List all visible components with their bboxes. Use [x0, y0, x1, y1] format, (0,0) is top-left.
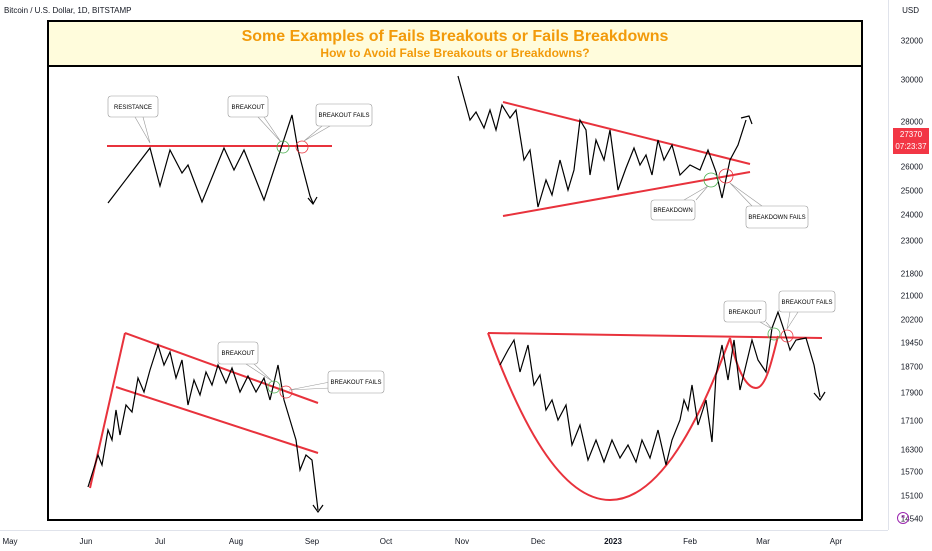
price-tick: 15100 [900, 491, 923, 501]
price-path-1 [107, 114, 314, 204]
price-tick: 21800 [900, 269, 923, 279]
callout-label: BREAKOUT FAILS [782, 300, 833, 306]
arrow-head-1 [307, 196, 318, 206]
breakdown-circle [703, 172, 719, 188]
current-price: 27370 [899, 130, 923, 139]
panel-cup [487, 310, 826, 502]
callout-breakout-4[interactable]: BREAKOUT [723, 300, 773, 330]
callout-label: BREAKOUT [221, 351, 254, 357]
callout-breakdown[interactable]: BREAKDOWN [650, 185, 709, 221]
time-tick: Mar [756, 537, 770, 546]
price-tick: 17900 [900, 388, 923, 398]
callout-label: BREAKOUT FAILS [319, 113, 370, 119]
title-banner[interactable]: Some Examples of Fails Breakouts or Fail… [47, 20, 863, 67]
time-tick: 2023 [604, 537, 622, 546]
cup-curve[interactable] [487, 332, 731, 502]
callout-label: RESISTANCE [114, 105, 152, 111]
price-tick: 20200 [900, 315, 923, 325]
callout-breakout-fails-1[interactable]: BREAKOUT FAILS [303, 103, 373, 142]
price-tick: 28000 [900, 117, 923, 127]
price-tick: 19450 [900, 338, 923, 348]
callout-breakout-fails-3[interactable]: BREAKOUT FAILS [288, 370, 385, 394]
callout-label: BREAKDOWN FAILS [748, 215, 805, 221]
callout-breakout-1[interactable]: BREAKOUT [227, 95, 282, 143]
price-tick: 15700 [900, 467, 923, 477]
callout-label: BREAKDOWN [653, 208, 692, 214]
time-tick: Aug [228, 537, 244, 546]
panel-triangle [457, 75, 753, 217]
price-tick: 18700 [900, 362, 923, 372]
time-tick: Apr [829, 537, 843, 546]
symbol-title: Bitcoin / U.S. Dollar, 1D, BITSTAMP [4, 6, 132, 15]
callout-label: BREAKOUT [728, 310, 761, 316]
callout-label: BREAKOUT [231, 105, 264, 111]
callout-resistance[interactable]: RESISTANCE [107, 95, 159, 144]
price-path-4 [499, 310, 821, 466]
time-tick: Feb [683, 537, 697, 546]
callout-breakout-fails-4[interactable]: BREAKOUT FAILS [778, 290, 836, 330]
price-tick: 25000 [900, 186, 923, 196]
time-tick: Jul [154, 537, 166, 546]
tradingview-logo-icon[interactable]: ≡ [897, 512, 909, 524]
price-tick: 30000 [900, 75, 923, 85]
price-tick: 17100 [900, 416, 923, 426]
price-tick: 32000 [900, 36, 923, 46]
triangle-lower-line[interactable] [502, 171, 751, 217]
time-tick: Jun [79, 537, 93, 546]
price-tick: 14540 [900, 514, 923, 524]
breakout-circle-3 [267, 380, 281, 394]
callout-breakdown-fails[interactable]: BREAKDOWN FAILS [729, 182, 809, 229]
channel-lower-line[interactable] [115, 386, 319, 454]
breakdown-fail-circle [718, 168, 734, 184]
cup-neckline[interactable] [487, 332, 823, 339]
callouts: RESISTANCE BREAKOUT BREAKOUT FAILS BREAK… [107, 95, 836, 394]
price-tick: 26000 [900, 162, 923, 172]
channel-upper-line[interactable] [124, 332, 319, 404]
banner-title: Some Examples of Fails Breakouts or Fail… [241, 28, 669, 45]
fail-circle-3 [279, 385, 293, 399]
callout-label: BREAKOUT FAILS [331, 380, 382, 386]
panel-resistance [107, 114, 332, 206]
price-tick: 24000 [900, 210, 923, 220]
time-tick: Sep [304, 537, 320, 546]
price-path-3 [87, 342, 319, 511]
arrow-head-3 [312, 504, 324, 514]
current-price-tag: 27370 07:23:37 [893, 128, 929, 154]
breakout-circle-1 [276, 140, 290, 154]
callout-breakout-3[interactable]: BREAKOUT [217, 341, 273, 382]
currency-label: USD [902, 6, 919, 15]
time-tick: Nov [454, 537, 470, 546]
banner-subtitle: How to Avoid False Breakouts or Breakdow… [320, 46, 590, 60]
panel-channel [87, 332, 324, 514]
arrow-head-4 [813, 391, 826, 402]
arrow-head-2 [740, 115, 753, 125]
fail-circle-1 [295, 140, 309, 154]
time-axis[interactable]: May Jun Jul Aug Sep Oct Nov Dec 2023 Feb Mar Apr [0, 530, 888, 551]
price-tick: 21000 [900, 291, 923, 301]
drawing-frame [47, 20, 863, 521]
fail-circle-4 [780, 329, 794, 343]
time-tick: May [2, 537, 18, 546]
time-tick: Oct [379, 537, 393, 546]
time-tick: Dec [530, 537, 546, 546]
price-axis[interactable]: USD 32000 30000 28000 26000 25000 24000 23000 2… [888, 0, 932, 530]
breakout-circle-4 [767, 327, 781, 341]
price-tick: 23000 [900, 236, 923, 246]
price-path-2 [457, 75, 747, 208]
bar-countdown: 07:23:37 [895, 142, 927, 151]
price-tick: 16300 [900, 445, 923, 455]
